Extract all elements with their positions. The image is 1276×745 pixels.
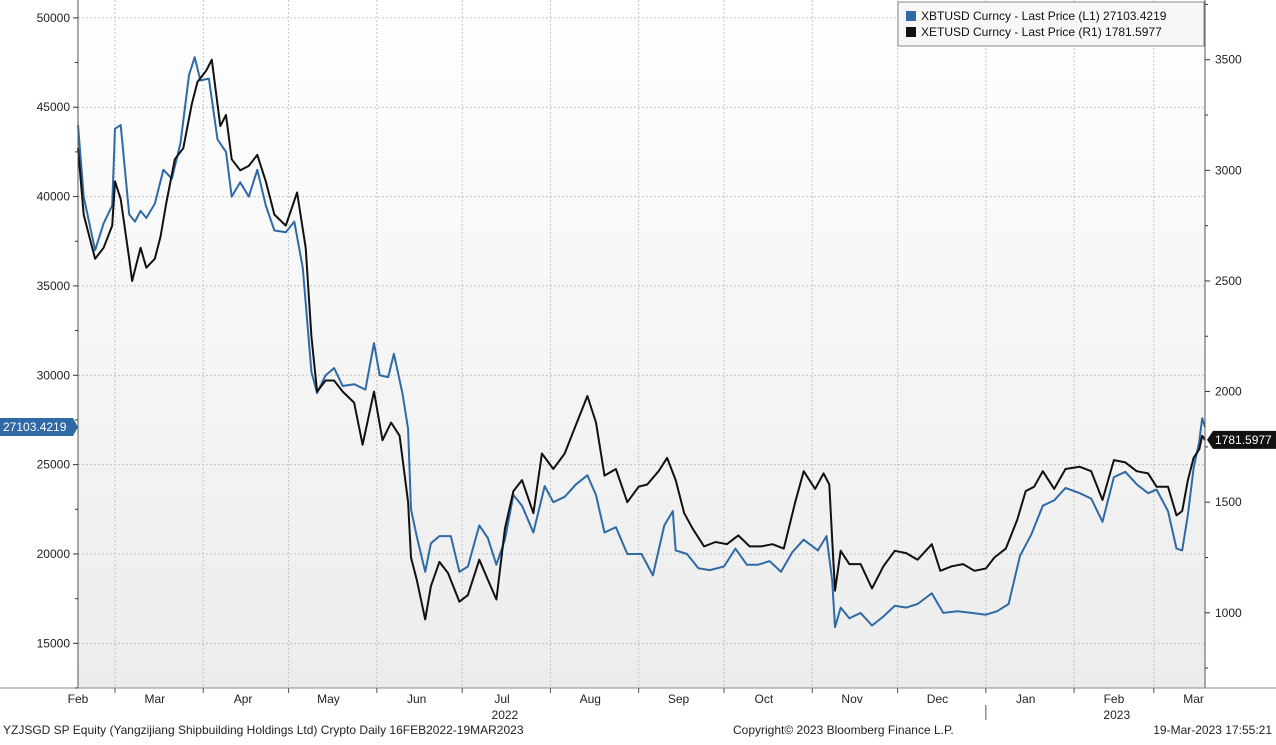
left-tick-label: 15000 — [37, 636, 71, 650]
year-label: 2023 — [1103, 708, 1130, 722]
x-tick-label: Jul — [494, 692, 509, 706]
left-tick-label: 35000 — [37, 279, 71, 293]
x-tick-label: Apr — [234, 692, 253, 706]
x-tick-label: Jun — [407, 692, 426, 706]
left-tick-label: 20000 — [37, 547, 71, 561]
right-tick-label: 3000 — [1215, 163, 1242, 177]
legend-swatch-2 — [906, 27, 916, 37]
x-tick-label: May — [317, 692, 340, 706]
last-value-tag-right — [1207, 430, 1276, 449]
last-value-tag-left — [0, 418, 78, 437]
grid-layer — [78, 0, 1205, 688]
last-value-label-left: 27103.4219 — [3, 420, 67, 434]
right-tick-label: 1500 — [1215, 495, 1242, 509]
legend-entry-1: XBTUSD Curncy - Last Price (L1) 27103.42… — [921, 9, 1167, 23]
year-label: 2022 — [492, 708, 519, 722]
legend: XBTUSD Curncy - Last Price (L1) 27103.42… — [897, 1, 1205, 47]
left-tick-label: 50000 — [37, 11, 71, 25]
right-tick-label: 3500 — [1215, 53, 1242, 67]
legend-box — [897, 1, 1205, 47]
x-tick-label: Sep — [668, 692, 690, 706]
series-line-1 — [77, 56, 1206, 629]
x-tick-label: Oct — [755, 692, 774, 706]
x-tick-label: Nov — [841, 692, 862, 706]
left-tick-label: 25000 — [37, 458, 71, 472]
last-value-label-right: 1781.5977 — [1215, 433, 1272, 447]
footer-source: YZJSGD SP Equity (Yangzijiang Shipbuildi… — [3, 723, 524, 737]
legend-swatch-1 — [906, 11, 916, 21]
legend-entry-2: XETUSD Curncy - Last Price (R1) 1781.597… — [921, 25, 1162, 39]
x-tick-label: Feb — [68, 692, 89, 706]
x-tick-label: Jan — [1016, 692, 1035, 706]
x-tick-label: Dec — [927, 692, 948, 706]
footer-timestamp: 19-Mar-2023 17:55:21 — [1153, 723, 1272, 737]
footer-copyright: Copyright© 2023 Bloomberg Finance L.P. — [733, 723, 954, 737]
plot-background — [78, 0, 1205, 688]
x-tick-label: Feb — [1104, 692, 1125, 706]
x-tick-label: Aug — [580, 692, 601, 706]
left-tick-label: 45000 — [37, 100, 71, 114]
axis-layer: 15000 20000 25000 30000 35000 40000 45000 50000… — [0, 0, 1276, 722]
right-tick-label: 2000 — [1215, 385, 1242, 399]
series-line-2 — [77, 58, 1206, 621]
x-tick-label: Mar — [145, 692, 166, 706]
left-tick-label: 40000 — [37, 190, 71, 204]
x-tick-label: Mar — [1183, 692, 1204, 706]
left-tick-label: 30000 — [37, 368, 71, 382]
series-layer — [77, 56, 1206, 629]
right-tick-label: 1000 — [1215, 606, 1242, 620]
right-tick-label: 2500 — [1215, 274, 1242, 288]
